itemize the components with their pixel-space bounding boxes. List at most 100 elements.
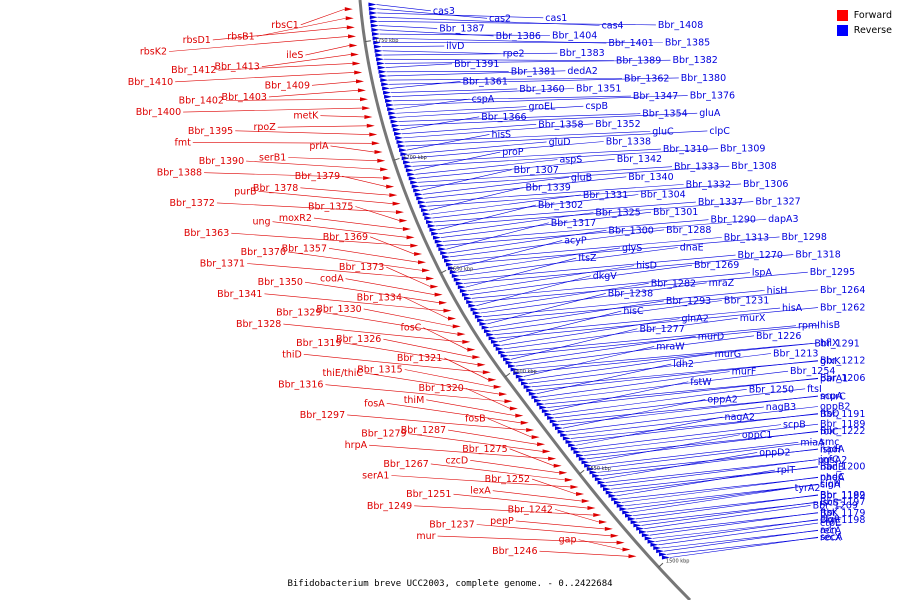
scale-tick [393, 157, 400, 161]
forward-gene-label: Bbr_1378 [253, 183, 298, 194]
reverse-gene-arrow [399, 148, 408, 153]
reverse-gene-arrow [639, 529, 648, 534]
reverse-gene-label: Bbr_1347 [633, 91, 678, 102]
forward-gene-label: Bbr_1329 [276, 308, 321, 319]
reverse-gene-label: gluC [652, 126, 674, 137]
reverse-gene-arrow [383, 90, 392, 95]
reverse-callout-line [608, 459, 819, 487]
reverse-gene-label: cas3 [433, 6, 455, 17]
reverse-callout-line [435, 201, 754, 227]
reverse-callout-line [421, 169, 512, 191]
reverse-callout-line [508, 324, 819, 357]
reverse-gene-label: Bbr_1331 [583, 190, 628, 201]
reverse-gene-arrow [594, 477, 603, 482]
reverse-callout-line [442, 219, 709, 242]
reverse-swatch [836, 25, 848, 36]
reverse-gene-arrow [495, 346, 504, 351]
forward-callout-line [355, 206, 400, 221]
reverse-gene-arrow [608, 493, 617, 498]
reverse-callout-line [376, 4, 431, 12]
reverse-callout-line [382, 50, 501, 54]
forward-callout-line [212, 27, 347, 41]
forward-callout-line [345, 278, 435, 295]
reverse-callout-line [391, 88, 518, 93]
reverse-gene-arrow [562, 436, 571, 441]
reverse-gene-label: ftsZ [578, 253, 597, 264]
reverse-gene-arrow [633, 523, 642, 528]
reverse-gene-arrow [429, 227, 438, 232]
reverse-gene-arrow [440, 251, 449, 256]
reverse-gene-label: Bbr_1342 [617, 154, 662, 165]
reverse-gene-label: Bbr_1362 [624, 73, 669, 84]
reverse-callout-line [395, 98, 470, 110]
forward-gene-arrow [426, 276, 435, 281]
forward-callout-line [264, 293, 444, 311]
forward-gene-label: Bbr_1369 [323, 232, 368, 243]
scale-tick [364, 40, 371, 43]
reverse-gene-label: Bbr_1306 [743, 179, 788, 190]
forward-callout-line [363, 308, 453, 327]
forward-gene-label: Bbr_1372 [170, 198, 215, 209]
reverse-gene-arrow [377, 65, 386, 70]
reverse-gene-arrow [518, 377, 527, 382]
reverse-gene-label: infC [820, 455, 839, 466]
reverse-callout-line [621, 476, 819, 503]
forward-gene-arrow [622, 547, 631, 552]
reverse-callout-line [416, 158, 615, 179]
forward-gene-arrow [369, 132, 378, 137]
reverse-gene-label: ldh2 [673, 359, 694, 370]
reverse-gene-arrow [445, 262, 454, 267]
reverse-gene-label: recX [820, 533, 842, 544]
reverse-gene-label: rplT [777, 465, 796, 476]
reverse-callout-line [440, 211, 651, 238]
forward-callout-line [470, 460, 560, 474]
reverse-gene-arrow [486, 332, 495, 337]
reverse-gene-label: mraZ [709, 278, 735, 289]
reverse-callout-line [521, 342, 819, 374]
reverse-callout-line [518, 343, 813, 370]
reverse-gene-arrow [613, 500, 622, 505]
reverse-callout-line [396, 106, 527, 114]
reverse-callout-line [592, 442, 799, 466]
forward-callout-line [192, 142, 372, 144]
reverse-gene-label: Bbr_1269 [694, 260, 739, 271]
reverse-callout-line [393, 95, 631, 102]
reverse-callout-line [576, 416, 723, 446]
reverse-callout-line [405, 130, 708, 147]
forward-gene-arrow [380, 167, 389, 172]
gene-labels: cas3 cas2 cas1 cas4 Bbr_1408 Bbr_1387 Bbr_1386… [128, 6, 866, 557]
reverse-callout-line [536, 363, 672, 395]
reverse-callout-line [594, 441, 819, 470]
forward-callout-line [453, 493, 588, 509]
reverse-gene-label: oppA2 [707, 394, 737, 405]
forward-gene-arrow [457, 332, 466, 337]
reverse-gene-arrow [453, 277, 462, 282]
forward-gene-arrow [350, 52, 359, 57]
reverse-gene-label: Bbr_1382 [672, 55, 717, 66]
forward-callout-line [492, 490, 582, 502]
forward-gene-label: fosB [465, 414, 486, 425]
forward-gene-arrow [443, 308, 452, 313]
reverse-gene-label: fstW [690, 377, 712, 388]
reverse-gene-label: Bbr_1352 [595, 119, 640, 130]
reverse-gene-arrow [483, 329, 492, 334]
forward-gene-arrow [581, 499, 590, 504]
forward-callout-line [448, 429, 538, 445]
forward-gene-arrow [362, 106, 371, 111]
forward-gene-label: ileS [286, 50, 303, 61]
reverse-gene-arrow [531, 395, 540, 400]
forward-callout-line [342, 175, 387, 187]
reverse-callout-line [397, 105, 584, 118]
reverse-callout-line [404, 131, 651, 143]
forward-callout-line [515, 520, 605, 530]
reverse-callout-line [394, 95, 688, 106]
reverse-gene-label: pheA [820, 473, 845, 484]
reverse-gene-label: Bbr_1310 [663, 144, 708, 155]
forward-gene-label: Bbr_1357 [282, 243, 327, 254]
forward-gene-arrow [493, 384, 502, 389]
reverse-gene-arrow [627, 516, 636, 521]
reverse-gene-label: glyS [622, 243, 642, 254]
reverse-gene-label: pgsA2 [818, 455, 848, 466]
forward-gene-label: Bbr_1379 [295, 171, 340, 182]
reverse-gene-label: murX [740, 313, 766, 324]
